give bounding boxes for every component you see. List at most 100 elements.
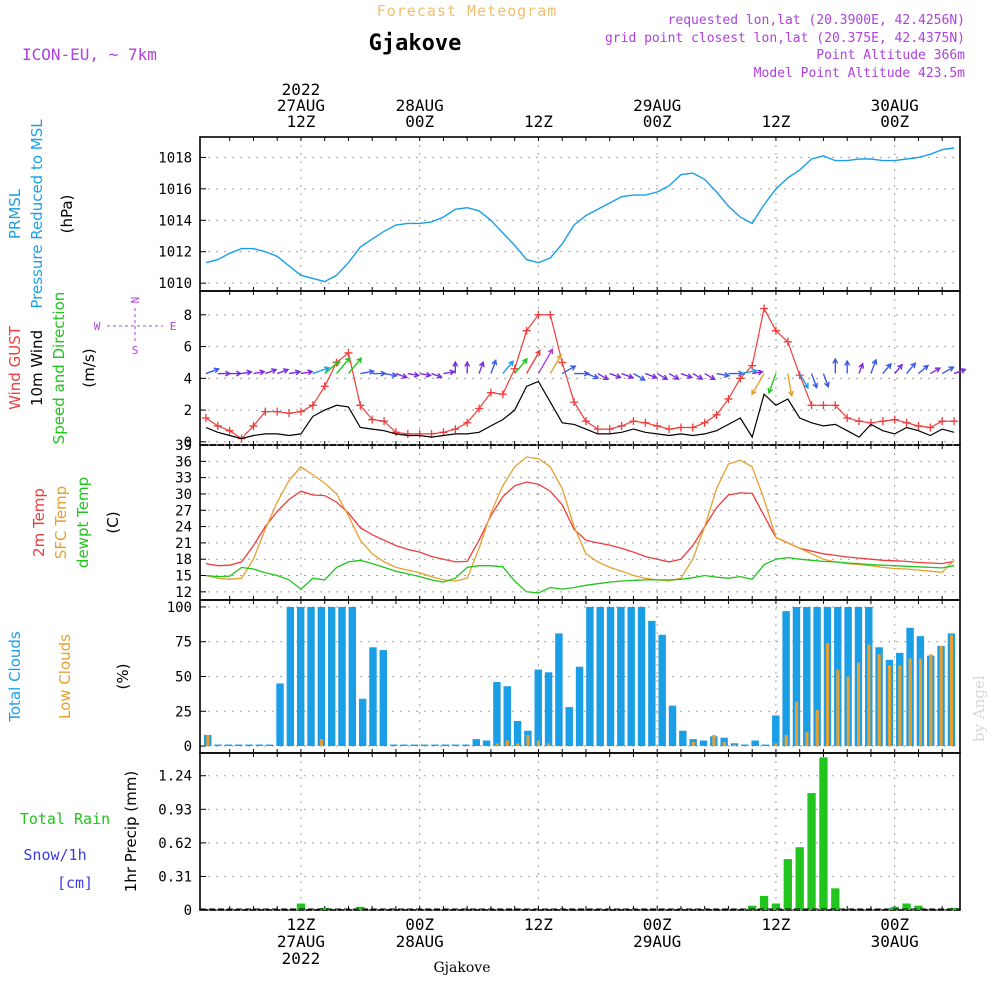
total-cloud-bar xyxy=(617,606,625,747)
total-cloud-bar xyxy=(679,730,687,747)
low-cloud-bar xyxy=(898,665,902,747)
wind-direction-arrow xyxy=(464,360,471,374)
y-tick-label: 0.31 xyxy=(158,869,192,885)
wind-direction-arrow xyxy=(514,357,528,375)
total-cloud-bar xyxy=(369,647,377,747)
time-label-bottom: 27AUG xyxy=(277,932,325,951)
total-cloud-bar xyxy=(782,611,790,747)
y-axis-unit: (hPa) xyxy=(58,195,76,234)
time-label-bottom: 12Z xyxy=(524,915,553,934)
low-cloud-bar xyxy=(547,743,551,747)
y-axis-unit: (%) xyxy=(114,664,132,690)
gust-marker xyxy=(807,401,816,410)
point-altitude: Point Altitude 366m xyxy=(816,48,965,63)
precip-bar xyxy=(759,895,769,910)
gust-marker xyxy=(308,401,317,410)
total-cloud-bar xyxy=(462,744,470,747)
temp-line-1 xyxy=(205,456,955,582)
gust-marker xyxy=(510,364,519,373)
low-cloud-bar xyxy=(836,669,840,747)
low-cloud-bar xyxy=(908,658,912,747)
plot-panels: 202227AUG12Z12Z27AUG202228AUG00Z00Z28AUG… xyxy=(6,80,967,968)
precip-bar xyxy=(783,859,792,910)
total-cloud-bar xyxy=(307,606,315,747)
gust-marker xyxy=(546,310,555,319)
total-cloud-bar xyxy=(741,744,749,747)
total-cloud-bar xyxy=(348,606,357,747)
wind-direction-arrow xyxy=(692,372,704,380)
low-cloud-bar xyxy=(691,741,695,747)
wind-direction-arrow xyxy=(372,370,387,377)
wind-direction-arrow xyxy=(668,372,680,380)
y-tick-label: 0 xyxy=(184,435,192,451)
y-tick-label: 18 xyxy=(175,552,192,568)
y-tick-label: 0 xyxy=(184,903,192,919)
y-axis-label: 2m Temp xyxy=(30,488,48,557)
time-label-bottom: 28AUG xyxy=(396,932,444,951)
precip-bar xyxy=(914,905,923,910)
y-tick-label: 4 xyxy=(184,371,192,387)
time-label-top: 00Z xyxy=(880,112,909,131)
wind-direction-arrow xyxy=(360,368,376,375)
total-cloud-bar xyxy=(338,606,346,747)
time-label-bottom: 00Z xyxy=(880,915,909,934)
wind-direction-arrow xyxy=(894,363,904,375)
low-cloud-bar xyxy=(505,740,509,747)
wind-direction-arrow xyxy=(395,372,409,379)
y-tick-label: 75 xyxy=(175,635,192,651)
total-cloud-bar xyxy=(245,744,253,747)
y-tick-label: 0 xyxy=(184,739,192,755)
total-cloud-bar xyxy=(658,634,666,747)
wind-direction-arrow xyxy=(929,367,942,375)
wind-direction-arrow xyxy=(810,373,819,390)
low-cloud-bar xyxy=(784,734,788,747)
total-cloud-bar xyxy=(751,740,759,747)
total-cloud-bar xyxy=(214,744,222,747)
wind-direction-arrow xyxy=(597,372,610,381)
low-cloud-bar xyxy=(712,734,716,747)
gust-marker xyxy=(688,423,697,432)
wind-direction-arrow xyxy=(844,359,851,374)
total-cloud-bar xyxy=(606,606,615,747)
gust-marker xyxy=(890,415,899,424)
y-tick-label: 21 xyxy=(175,536,192,552)
total-cloud-bar xyxy=(565,707,573,747)
gust-marker xyxy=(463,418,472,427)
precip-label-cm: [cm] xyxy=(57,874,93,892)
precip-bar xyxy=(890,906,899,910)
total-cloud-bar xyxy=(234,744,243,747)
gust-marker xyxy=(926,423,935,432)
total-cloud-bar xyxy=(451,744,460,747)
total-cloud-bar xyxy=(534,669,542,747)
wind-direction-arrow xyxy=(312,366,331,375)
gust-marker xyxy=(771,326,780,335)
time-label-top: 29AUG xyxy=(633,96,681,115)
panel-frame xyxy=(199,444,961,601)
time-label-bottom: 12Z xyxy=(761,915,790,934)
y-tick-label: 100 xyxy=(167,600,192,616)
time-label-top: 27AUG xyxy=(277,96,325,115)
y-axis-label: Speed and Direction xyxy=(50,292,68,445)
wind-direction-arrow xyxy=(585,372,600,380)
pressure-line xyxy=(205,147,955,283)
wind-direction-arrow xyxy=(633,372,646,381)
y-tick-label: 1.24 xyxy=(158,769,192,785)
gust-marker xyxy=(760,304,769,313)
time-label-bottom: 30AUG xyxy=(871,932,919,951)
precip-label-snow: Snow/1h xyxy=(23,846,86,864)
total-cloud-bar xyxy=(627,606,635,747)
low-cloud-bar xyxy=(877,654,881,747)
precip-bar xyxy=(831,888,840,910)
time-label-top: 12Z xyxy=(524,112,553,131)
gust-marker xyxy=(380,417,389,426)
total-cloud-bar xyxy=(296,606,305,747)
gust-marker xyxy=(201,414,210,423)
footer-location: Gjakove xyxy=(434,960,491,976)
gust-marker xyxy=(653,421,662,430)
y-axis-label: Total Clouds xyxy=(6,631,24,723)
gust-marker xyxy=(356,401,365,410)
low-cloud-bar xyxy=(815,709,819,747)
super-title: Forecast Meteogram xyxy=(377,2,558,20)
y-tick-label: 15 xyxy=(175,569,192,585)
gust-marker xyxy=(938,417,947,426)
